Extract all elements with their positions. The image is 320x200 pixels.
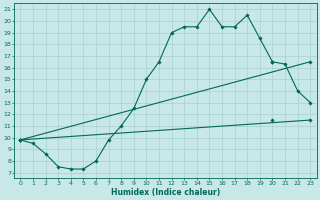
X-axis label: Humidex (Indice chaleur): Humidex (Indice chaleur) [111,188,220,197]
